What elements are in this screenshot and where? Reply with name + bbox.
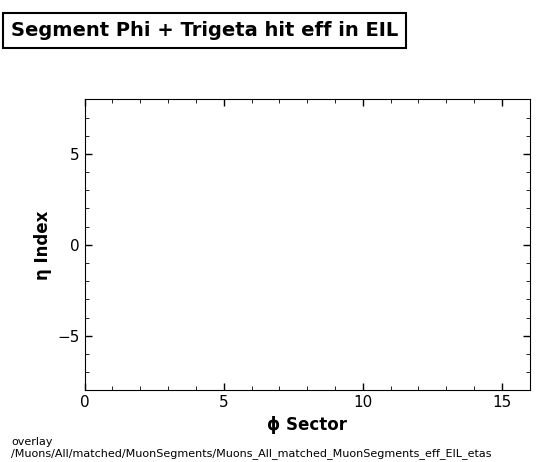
Text: Segment Phi + Trigeta hit eff in EIL: Segment Phi + Trigeta hit eff in EIL [11, 21, 398, 40]
Y-axis label: η Index: η Index [34, 210, 52, 280]
Text: overlay: overlay [11, 437, 52, 447]
Text: /Muons/All/matched/MuonSegments/Muons_All_matched_MuonSegments_eff_EIL_etas: /Muons/All/matched/MuonSegments/Muons_Al… [11, 448, 491, 459]
X-axis label: ϕ Sector: ϕ Sector [267, 416, 347, 434]
